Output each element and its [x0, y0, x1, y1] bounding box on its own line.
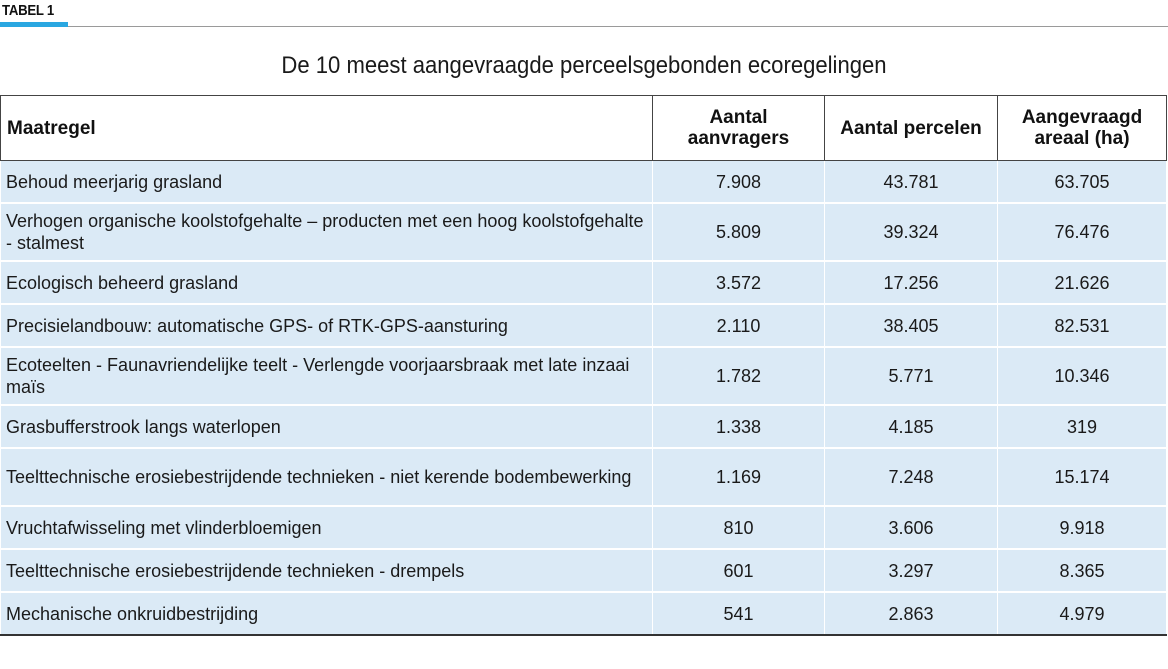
cell-percelen: 3.297 — [824, 549, 998, 593]
cell-percelen: 17.256 — [824, 261, 998, 305]
column-header-maatregel: Maatregel — [0, 95, 653, 161]
table-row: Teelttechnische erosiebestrijdende techn… — [0, 448, 1167, 507]
table-row: Behoud meerjarig grasland 7.908 43.781 6… — [0, 160, 1167, 204]
cell-aanvragers: 7.908 — [652, 160, 825, 204]
table-row: Precisielandbouw: automatische GPS- of R… — [0, 304, 1167, 348]
cell-areaal: 9.918 — [997, 506, 1167, 550]
cell-maatregel: Teelttechnische erosiebestrijdende techn… — [0, 549, 653, 593]
table-row: Grasbufferstrook langs waterlopen 1.338 … — [0, 405, 1167, 449]
cell-maatregel: Precisielandbouw: automatische GPS- of R… — [0, 304, 653, 348]
cell-percelen: 43.781 — [824, 160, 998, 204]
cell-areaal: 82.531 — [997, 304, 1167, 348]
cell-aanvragers: 1.169 — [652, 448, 825, 507]
cell-aanvragers: 2.110 — [652, 304, 825, 348]
cell-maatregel: Teelttechnische erosiebestrijdende techn… — [0, 448, 653, 507]
cell-percelen: 2.863 — [824, 592, 998, 635]
table-title: De 10 meest aangevraagde perceelsgebonde… — [281, 52, 887, 79]
column-header-aantal-percelen: Aantal percelen — [824, 95, 998, 161]
cell-percelen: 5.771 — [824, 347, 998, 406]
cell-areaal: 8.365 — [997, 549, 1167, 593]
cell-aanvragers: 601 — [652, 549, 825, 593]
table-row: Vruchtafwisseling met vlinderbloemigen 8… — [0, 506, 1167, 550]
table-label: TABEL 1 — [2, 2, 54, 19]
table-row: Ecologisch beheerd grasland 3.572 17.256… — [0, 261, 1167, 305]
cell-areaal: 63.705 — [997, 160, 1167, 204]
cell-percelen: 4.185 — [824, 405, 998, 449]
cell-percelen: 7.248 — [824, 448, 998, 507]
cell-areaal: 21.626 — [997, 261, 1167, 305]
cell-maatregel: Ecologisch beheerd grasland — [0, 261, 653, 305]
cell-areaal: 319 — [997, 405, 1167, 449]
cell-maatregel: Behoud meerjarig grasland — [0, 160, 653, 204]
cell-maatregel: Verhogen organische koolstofgehalte – pr… — [0, 203, 653, 262]
cell-maatregel: Mechanische onkruidbestrijding — [0, 592, 653, 635]
cell-areaal: 4.979 — [997, 592, 1167, 635]
cell-aanvragers: 810 — [652, 506, 825, 550]
label-accent-bar — [0, 22, 68, 27]
cell-percelen: 38.405 — [824, 304, 998, 348]
table-row: Verhogen organische koolstofgehalte – pr… — [0, 203, 1167, 262]
cell-percelen: 39.324 — [824, 203, 998, 262]
cell-aanvragers: 1.338 — [652, 405, 825, 449]
cell-maatregel: Vruchtafwisseling met vlinderbloemigen — [0, 506, 653, 550]
cell-aanvragers: 1.782 — [652, 347, 825, 406]
table-header-row: Maatregel Aantal aanvragers Aantal perce… — [0, 95, 1167, 161]
cell-aanvragers: 541 — [652, 592, 825, 635]
table-row: Mechanische onkruidbestrijding 541 2.863… — [0, 592, 1167, 635]
cell-percelen: 3.606 — [824, 506, 998, 550]
cell-maatregel: Grasbufferstrook langs waterlopen — [0, 405, 653, 449]
ecoregelingen-table: Maatregel Aantal aanvragers Aantal perce… — [0, 95, 1167, 636]
cell-areaal: 10.346 — [997, 347, 1167, 406]
cell-maatregel: Ecoteelten - Faunavriendelijke teelt - V… — [0, 347, 653, 406]
header-divider — [68, 26, 1168, 27]
table-row: Teelttechnische erosiebestrijdende techn… — [0, 549, 1167, 593]
column-header-aantal-aanvragers: Aantal aanvragers — [652, 95, 825, 161]
table-row: Ecoteelten - Faunavriendelijke teelt - V… — [0, 347, 1167, 406]
cell-aanvragers: 3.572 — [652, 261, 825, 305]
cell-areaal: 76.476 — [997, 203, 1167, 262]
column-header-aangevraagd-areaal: Aangevraagd areaal (ha) — [997, 95, 1167, 161]
cell-areaal: 15.174 — [997, 448, 1167, 507]
cell-aanvragers: 5.809 — [652, 203, 825, 262]
